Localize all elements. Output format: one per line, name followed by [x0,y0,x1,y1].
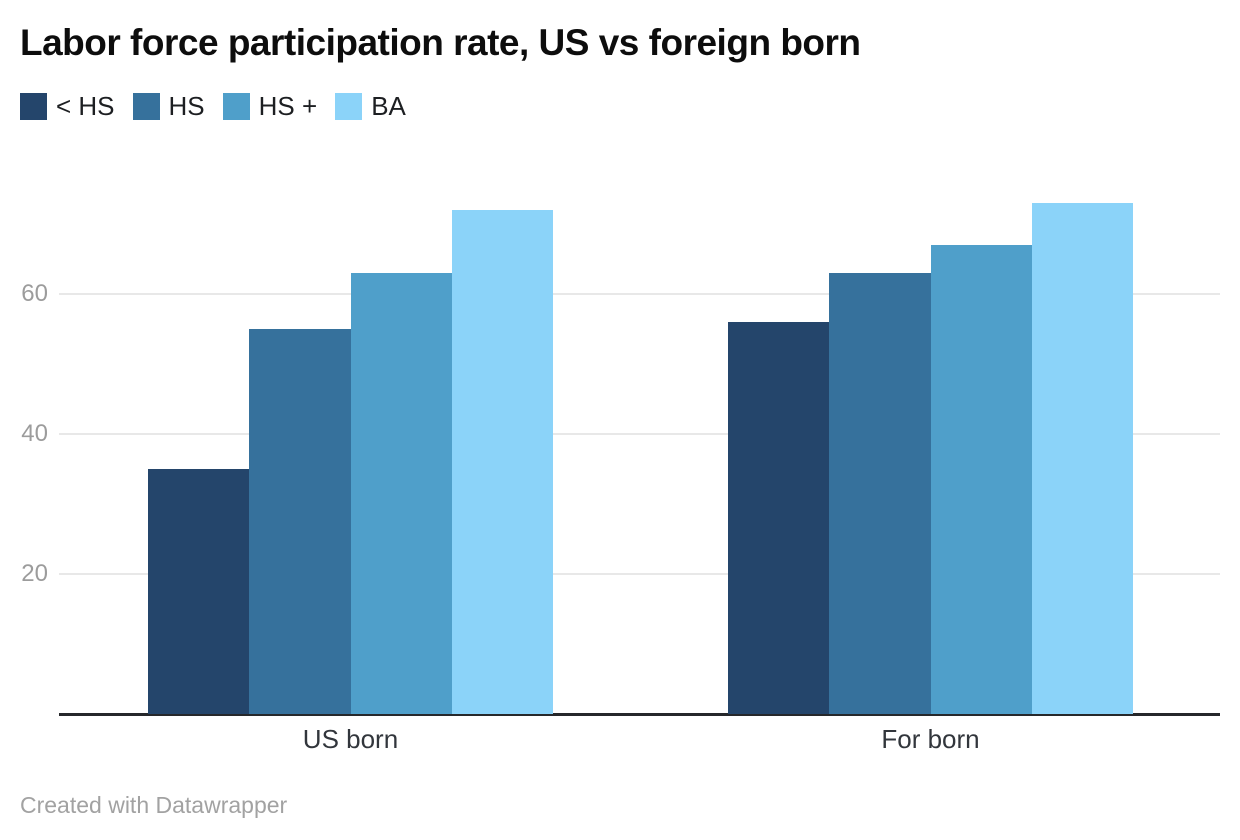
bar-group-for-born [728,203,1133,714]
legend-label: < HS [56,91,115,121]
gridline-60 [59,293,1220,295]
legend-item-hs: HS + [222,91,318,122]
bar-us-born-hs[interactable] [249,329,351,714]
legend-item-ba: BA [335,91,406,122]
y-tick-label-40: 40 [21,420,48,447]
gridline-40 [59,433,1220,435]
legend-item-hs: HS [132,91,205,122]
y-tick-label-60: 60 [21,280,48,307]
datawrapper-attribution-link[interactable]: Created with Datawrapper [20,792,288,818]
bar-for-born-hs[interactable] [728,322,830,714]
legend: < HS HS HS + BA [20,91,406,122]
bar-us-born-hs[interactable] [350,273,452,714]
y-tick-label-20: 20 [21,560,48,587]
legend-swatch-icon [335,93,363,120]
x-category-label-for-born: For born [881,724,980,754]
legend-label: BA [371,91,406,121]
bar-group-us-born [148,203,553,714]
x-axis-line [59,713,1220,716]
gridline-20 [59,573,1220,575]
legend-swatch-icon [132,93,160,120]
bar-for-born-hs[interactable] [829,273,931,714]
bar-for-born-ba[interactable] [1031,203,1133,714]
legend-label: HS + [258,91,318,121]
bar-us-born-hs[interactable] [148,469,250,714]
bar-us-born-ba[interactable] [451,210,553,714]
x-category-label-us-born: US born [302,724,399,754]
legend-swatch-icon [20,93,47,120]
legend-label: HS [168,91,205,121]
bar-for-born-hs[interactable] [930,245,1032,714]
legend-item-hs: < HS [20,91,115,122]
chart-title: Labor force participation rate, US vs fo… [20,22,861,63]
legend-swatch-icon [222,93,250,120]
